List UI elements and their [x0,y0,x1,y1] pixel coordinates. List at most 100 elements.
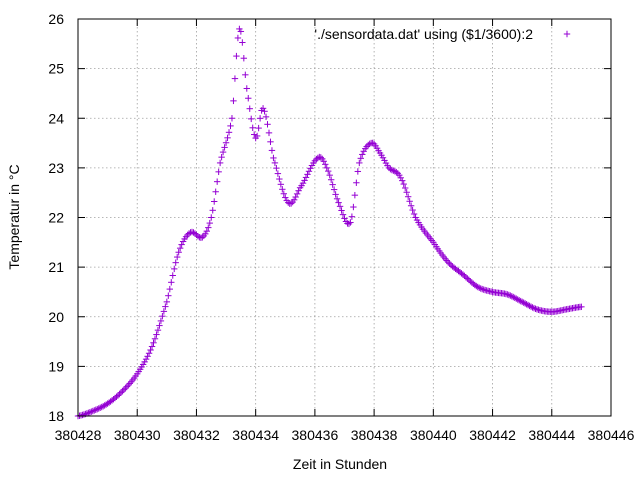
data-point [185,230,193,237]
data-point [98,403,105,411]
data-point [253,132,261,140]
data-point [250,131,258,138]
data-point [285,199,292,206]
data-point [125,381,132,389]
data-point [243,85,250,92]
data-point [317,154,325,161]
data-point [242,71,249,79]
data-point [465,276,473,284]
data-point [199,234,206,241]
data-point [191,230,199,237]
x-tick-label: 380432 [173,427,220,443]
data-point [176,244,184,252]
data-point [225,129,233,136]
data-point [122,384,129,392]
data-point [404,193,412,200]
data-point [224,134,231,142]
y-tick-label: 20 [48,309,64,325]
data-point [526,302,533,310]
data-point [388,166,396,174]
data-point [173,253,181,261]
data-point [345,220,353,228]
data-point [212,188,219,195]
data-point [154,326,162,334]
data-point [94,405,101,413]
data-point [333,195,341,203]
data-point [390,167,397,174]
data-point [332,191,339,198]
data-point [402,184,409,192]
data-point [270,154,277,162]
data-point [474,283,481,291]
data-point [462,273,470,281]
data-point [120,386,128,393]
data-point [578,303,585,311]
data-point [156,322,163,329]
data-point [356,159,363,167]
legend-label: './sensordata.dat' using ($1/3600):2 [314,26,533,42]
data-point [354,168,362,175]
data-point [126,380,134,387]
x-tick-label: 380444 [528,427,575,443]
data-point [211,198,218,205]
data-point [353,179,360,186]
y-axis-label: Temperatur in °C [6,164,22,269]
data-point [268,147,276,154]
data-point [461,272,468,280]
data-point [175,249,182,256]
data-point [246,105,253,112]
data-point [407,202,415,209]
data-point [508,293,516,300]
data-point [409,206,416,214]
data-point [510,293,517,301]
y-tick-label: 25 [48,61,64,77]
data-point [234,34,242,42]
data-point [348,213,356,220]
data-point [273,164,280,172]
data-point [168,279,175,286]
data-point [150,339,157,346]
data-point [142,355,150,363]
data-point [529,304,536,311]
data-point [363,143,370,150]
tick-labels: 18 19 20 21 22 23 24 25 26 380428 380430 380432 3804… [48,11,634,443]
data-point [148,343,156,350]
data-point [400,180,407,188]
data-points [74,25,585,420]
y-tick-label: 26 [48,11,64,27]
data-point [264,121,271,128]
data-point [209,207,216,214]
data-point [157,317,165,325]
data-point [97,404,104,411]
x-tick-label: 380436 [292,427,339,443]
data-point [518,298,526,306]
data-point [141,358,148,366]
data-point [504,291,511,298]
data-point [288,200,295,207]
data-point [240,55,248,62]
data-point [267,138,274,146]
x-tick-label: 380428 [55,427,102,443]
data-point [245,95,252,102]
data-point [215,168,222,176]
data-point [464,275,471,282]
data-point [403,189,410,196]
data-point [347,219,354,226]
data-point [219,148,227,156]
legend-marker [563,30,571,38]
data-point [302,174,310,181]
data-point [381,157,388,164]
data-point [88,408,95,415]
data-point [216,159,224,167]
data-point [359,151,366,158]
data-point [387,165,394,173]
data-point [116,390,123,398]
data-point [153,331,160,338]
data-point [527,303,535,310]
data-point [338,207,345,214]
legend-marker-symbol [563,30,571,38]
data-point [113,393,120,400]
data-point [516,297,523,304]
data-point [320,158,327,165]
data-point [114,392,122,399]
